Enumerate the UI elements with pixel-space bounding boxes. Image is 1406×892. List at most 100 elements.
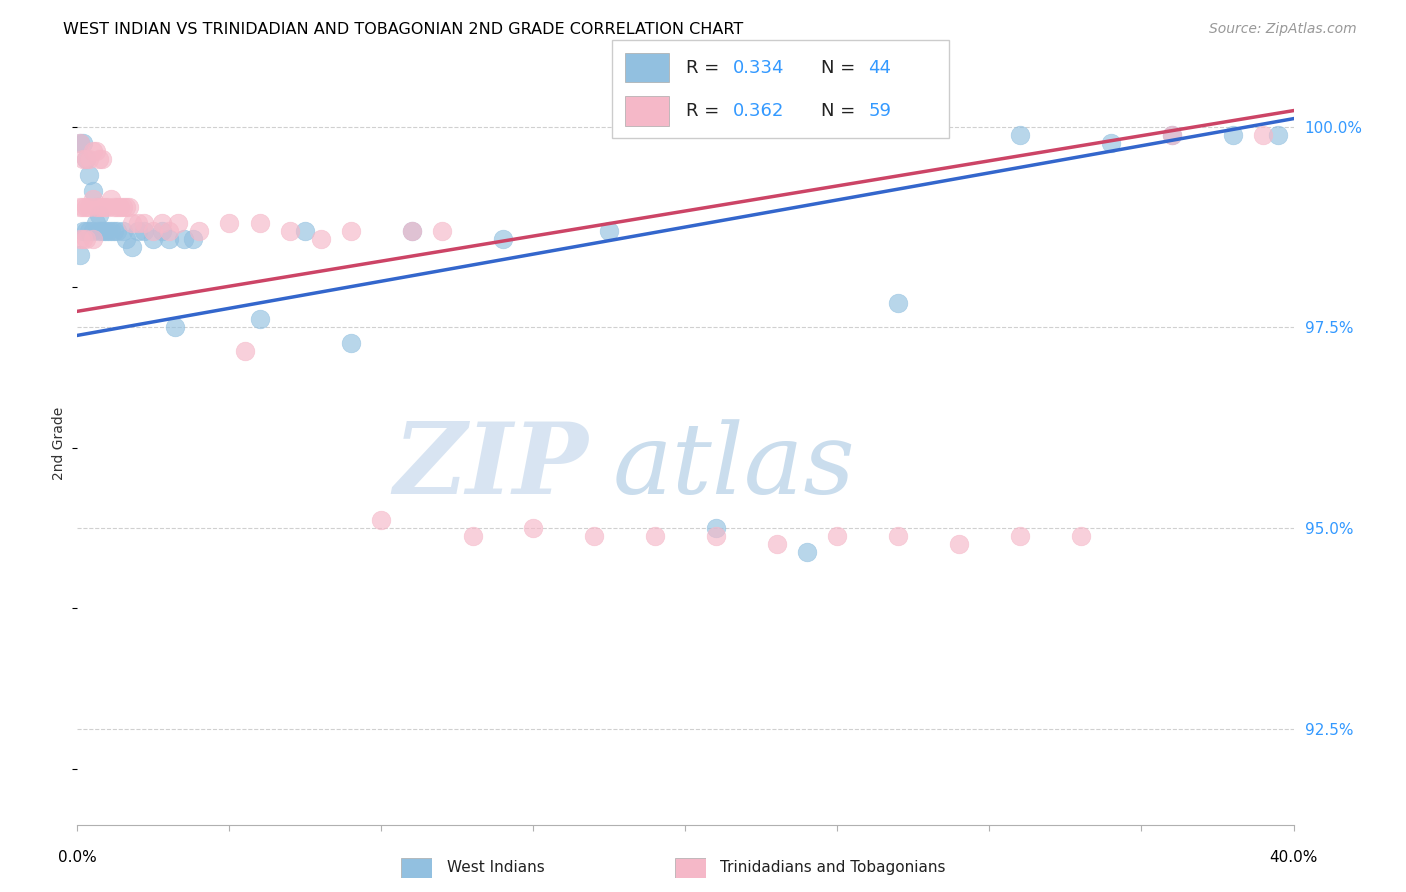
Point — [82, 224, 104, 238]
Text: atlas: atlas — [613, 419, 855, 515]
Text: N =: N = — [821, 102, 860, 120]
Point — [87, 152, 110, 166]
Text: Trinidadians and Tobagonians: Trinidadians and Tobagonians — [720, 861, 945, 875]
Point — [100, 192, 122, 206]
Text: West Indians: West Indians — [447, 861, 546, 875]
Point — [163, 320, 186, 334]
Point — [233, 344, 256, 359]
Point — [75, 152, 97, 166]
Text: R =: R = — [686, 59, 725, 77]
Text: ZIP: ZIP — [394, 418, 588, 515]
Point — [72, 200, 94, 214]
Point — [84, 144, 107, 158]
Point — [294, 224, 316, 238]
Bar — [626, 53, 669, 82]
Point — [704, 521, 727, 535]
Text: 40.0%: 40.0% — [1270, 850, 1317, 865]
Bar — [626, 96, 669, 126]
Point — [121, 216, 143, 230]
Point — [72, 224, 94, 238]
Point — [75, 152, 97, 166]
Point — [103, 224, 125, 238]
Point — [84, 216, 107, 230]
Point — [75, 224, 97, 238]
Text: WEST INDIAN VS TRINIDADIAN AND TOBAGONIAN 2ND GRADE CORRELATION CHART: WEST INDIAN VS TRINIDADIAN AND TOBAGONIA… — [63, 22, 744, 37]
Point — [111, 224, 134, 238]
Point — [97, 224, 120, 238]
Point — [522, 521, 544, 535]
Point — [827, 529, 849, 543]
Point — [492, 232, 515, 246]
Point — [173, 232, 195, 246]
Point — [249, 312, 271, 326]
Point — [69, 232, 91, 246]
Point — [218, 216, 240, 230]
Point — [1267, 128, 1289, 142]
Point — [370, 513, 392, 527]
Text: 0.334: 0.334 — [733, 59, 785, 77]
Point — [72, 136, 94, 150]
Point — [181, 232, 204, 246]
Point — [278, 224, 301, 238]
Point — [127, 216, 149, 230]
Point — [69, 136, 91, 150]
Point — [134, 224, 156, 238]
Point — [75, 232, 97, 246]
Point — [948, 537, 970, 551]
Text: 0.0%: 0.0% — [58, 850, 97, 865]
Y-axis label: 2nd Grade: 2nd Grade — [52, 407, 66, 481]
Point — [90, 224, 112, 238]
Point — [142, 224, 165, 238]
Point — [97, 200, 120, 214]
Point — [134, 216, 156, 230]
Point — [111, 200, 134, 214]
Point — [115, 200, 138, 214]
Point — [115, 232, 138, 246]
Text: Source: ZipAtlas.com: Source: ZipAtlas.com — [1209, 22, 1357, 37]
Point — [79, 200, 101, 214]
Point — [108, 200, 131, 214]
Text: 0.362: 0.362 — [733, 102, 785, 120]
Point — [75, 200, 97, 214]
Point — [121, 240, 143, 254]
Point — [142, 232, 165, 246]
Point — [157, 224, 180, 238]
Point — [461, 529, 484, 543]
Point — [765, 537, 787, 551]
Point — [583, 529, 606, 543]
Text: R =: R = — [686, 102, 725, 120]
Point — [309, 232, 332, 246]
Point — [1008, 529, 1031, 543]
Text: 59: 59 — [868, 102, 891, 120]
Point — [1251, 128, 1274, 142]
Point — [69, 200, 91, 214]
Point — [166, 216, 188, 230]
Point — [1222, 128, 1244, 142]
Point — [1099, 136, 1122, 150]
Text: 44: 44 — [868, 59, 891, 77]
Point — [79, 224, 101, 238]
Point — [598, 224, 620, 238]
Point — [704, 529, 727, 543]
Point — [249, 216, 271, 230]
Point — [87, 208, 110, 222]
Point — [1161, 128, 1184, 142]
Point — [188, 224, 211, 238]
Text: N =: N = — [821, 59, 860, 77]
Point — [79, 152, 101, 166]
Point — [796, 545, 818, 559]
Point — [72, 232, 94, 246]
Point — [72, 152, 94, 166]
Point — [87, 200, 110, 214]
Point — [401, 224, 423, 238]
Point — [157, 232, 180, 246]
Point — [340, 224, 363, 238]
FancyBboxPatch shape — [612, 40, 949, 138]
Point — [93, 200, 115, 214]
Point — [118, 200, 141, 214]
Point — [152, 216, 174, 230]
Point — [69, 248, 91, 262]
Point — [105, 224, 128, 238]
Point — [82, 192, 104, 206]
Point — [644, 529, 666, 543]
